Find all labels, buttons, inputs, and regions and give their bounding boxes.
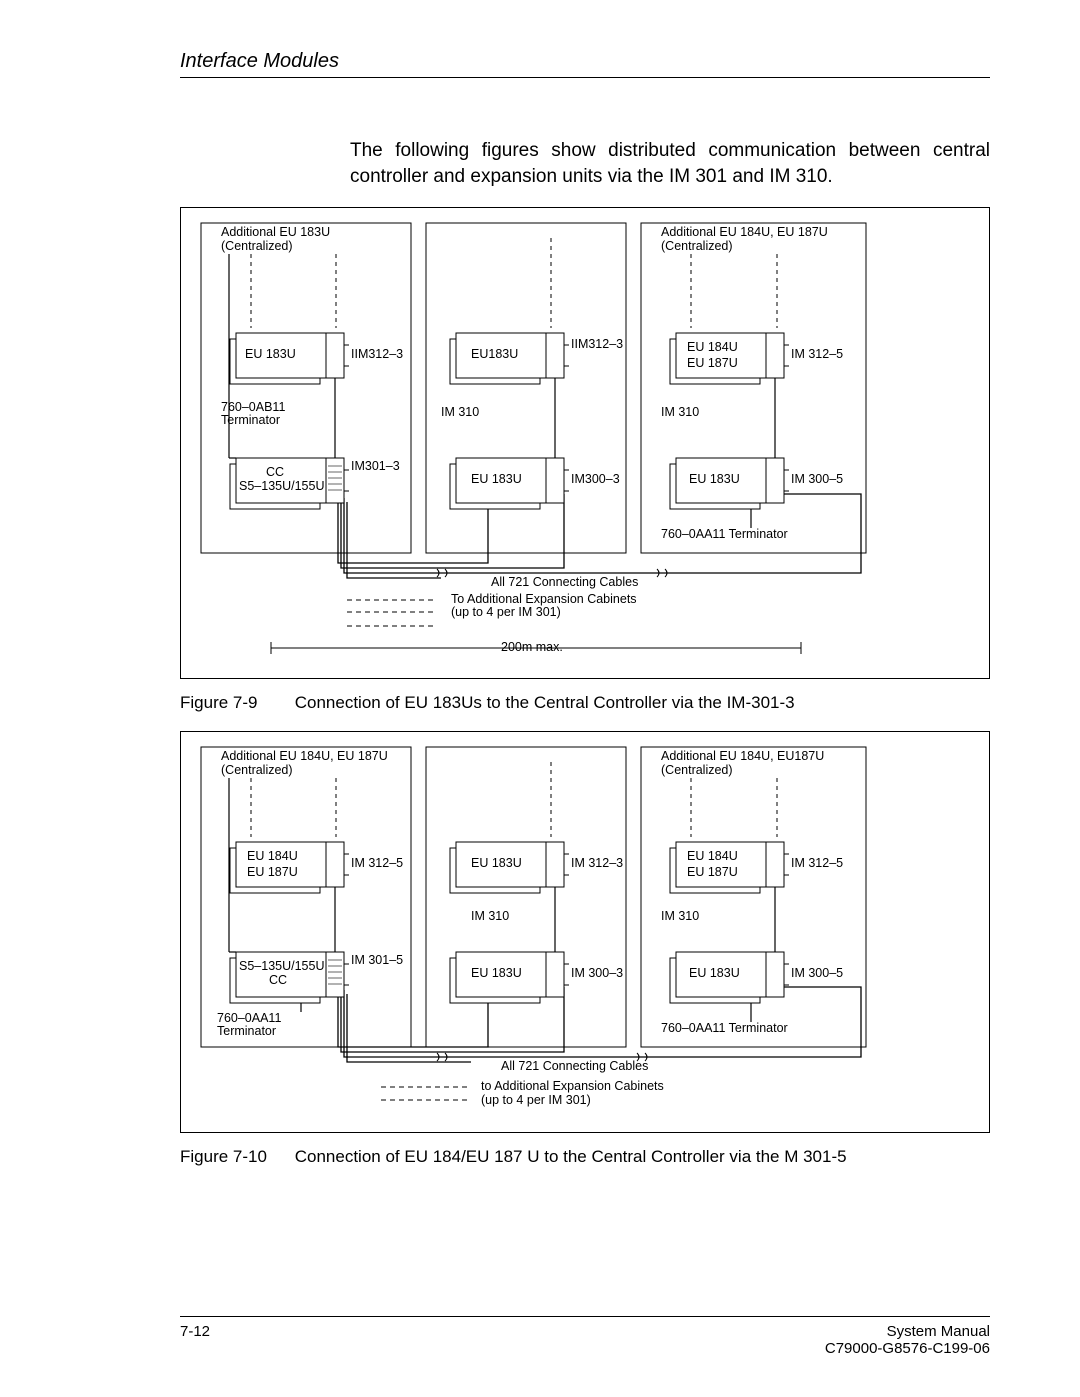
svg-text:IM 312–5: IM 312–5 — [791, 856, 843, 870]
svg-text:IIM312–3: IIM312–3 — [571, 337, 623, 351]
svg-text:EU 183U: EU 183U — [471, 472, 522, 486]
svg-text:(up to 4 per IM 301): (up to 4 per IM 301) — [451, 605, 561, 619]
svg-text:EU183U: EU183U — [471, 347, 518, 361]
figure-7-9-diagram: EU 183U IIM312–3 CCS5–135U/155U IM301–3 EU18… — [180, 207, 990, 679]
page-number: 7-12 — [180, 1323, 210, 1340]
svg-text:(Centralized): (Centralized) — [221, 239, 293, 253]
fig2-label: Figure 7-10 — [180, 1147, 290, 1167]
svg-text:EU 184U: EU 184U — [687, 340, 738, 354]
svg-text:IM 312–5: IM 312–5 — [351, 856, 403, 870]
svg-text:All 721 Connecting Cables: All 721 Connecting Cables — [491, 575, 638, 589]
svg-text:CC: CC — [269, 973, 287, 987]
svg-text:IM 312–3: IM 312–3 — [571, 856, 623, 870]
footer-line2: C79000-G8576-C199-06 — [825, 1340, 990, 1357]
fig1-text: Connection of EU 183Us to the Central Co… — [295, 693, 795, 712]
svg-text:(Centralized): (Centralized) — [221, 763, 293, 777]
fig1-label: Figure 7-9 — [180, 693, 290, 713]
svg-text:IM 300–5: IM 300–5 — [791, 472, 843, 486]
svg-text:IM301–3: IM301–3 — [351, 459, 400, 473]
svg-text:EU 183U: EU 183U — [245, 347, 296, 361]
svg-text:760–0AA11 Terminator: 760–0AA11 Terminator — [661, 1021, 788, 1035]
svg-text:Terminator: Terminator — [217, 1024, 276, 1038]
svg-text:Additional EU 184U, EU 187U: Additional EU 184U, EU 187U — [661, 225, 828, 239]
svg-text:Additional EU 184U, EU 187U: Additional EU 184U, EU 187U — [221, 749, 388, 763]
svg-text:To Additional Expansion Cabine: To Additional Expansion Cabinets — [451, 592, 637, 606]
svg-text:IM 312–5: IM 312–5 — [791, 347, 843, 361]
svg-text:IM 300–3: IM 300–3 — [571, 966, 623, 980]
svg-text:IM 300–5: IM 300–5 — [791, 966, 843, 980]
svg-text:EU 184U: EU 184U — [687, 849, 738, 863]
svg-text:IM 301–5: IM 301–5 — [351, 953, 403, 967]
svg-text:IM 310: IM 310 — [661, 909, 699, 923]
svg-text:EU 183U: EU 183U — [689, 966, 740, 980]
figure-7-10-diagram: EU 184U EU 187U IM 312–5 S5–135U/155UCC IM 3… — [180, 731, 990, 1133]
svg-text:EU 183U: EU 183U — [471, 856, 522, 870]
svg-text:(up to 4 per IM 301): (up to 4 per IM 301) — [481, 1093, 591, 1107]
page-footer: 7-12 System Manual C79000-G8576-C199-06 — [180, 1316, 990, 1357]
svg-text:EU 183U: EU 183U — [471, 966, 522, 980]
svg-text:S5–135U/155U: S5–135U/155U — [239, 959, 324, 973]
svg-text:IM 310: IM 310 — [471, 909, 509, 923]
svg-text:All 721 Connecting Cables: All 721 Connecting Cables — [501, 1059, 648, 1073]
svg-text:Additional EU 184U, EU187U: Additional EU 184U, EU187U — [661, 749, 824, 763]
svg-text:200m max.: 200m max. — [501, 640, 563, 654]
svg-text:EU 187U: EU 187U — [247, 865, 298, 879]
intro-text: The following figures show distributed c… — [350, 138, 990, 189]
svg-text:IIM312–3: IIM312–3 — [351, 347, 403, 361]
svg-text:S5–135U/155U: S5–135U/155U — [239, 479, 324, 493]
figure-7-9-caption: Figure 7-9 Connection of EU 183Us to the… — [180, 693, 990, 713]
svg-text:(Centralized): (Centralized) — [661, 763, 733, 777]
svg-text:IM 310: IM 310 — [661, 405, 699, 419]
svg-text:Terminator: Terminator — [221, 413, 280, 427]
svg-text:760–0AA11: 760–0AA11 — [217, 1011, 281, 1025]
svg-text:CC: CC — [266, 465, 284, 479]
svg-text:EU 187U: EU 187U — [687, 865, 738, 879]
svg-text:IM300–3: IM300–3 — [571, 472, 620, 486]
fig2-text: Connection of EU 184/EU 187 U to the Cen… — [295, 1147, 847, 1166]
svg-text:EU 187U: EU 187U — [687, 356, 738, 370]
svg-text:Additional EU 183U: Additional EU 183U — [221, 225, 330, 239]
svg-text:760–0AA11 Terminator: 760–0AA11 Terminator — [661, 527, 788, 541]
page-header: Interface Modules — [180, 50, 339, 72]
svg-text:IM 310: IM 310 — [441, 405, 479, 419]
svg-text:(Centralized): (Centralized) — [661, 239, 733, 253]
svg-text:EU 184U: EU 184U — [247, 849, 298, 863]
footer-line1: System Manual — [887, 1323, 990, 1340]
svg-text:EU 183U: EU 183U — [689, 472, 740, 486]
svg-text:760–0AB11: 760–0AB11 — [221, 400, 285, 414]
figure-7-10-caption: Figure 7-10 Connection of EU 184/EU 187 … — [180, 1147, 990, 1167]
svg-text:to Additional Expansion Cabine: to Additional Expansion Cabinets — [481, 1079, 664, 1093]
